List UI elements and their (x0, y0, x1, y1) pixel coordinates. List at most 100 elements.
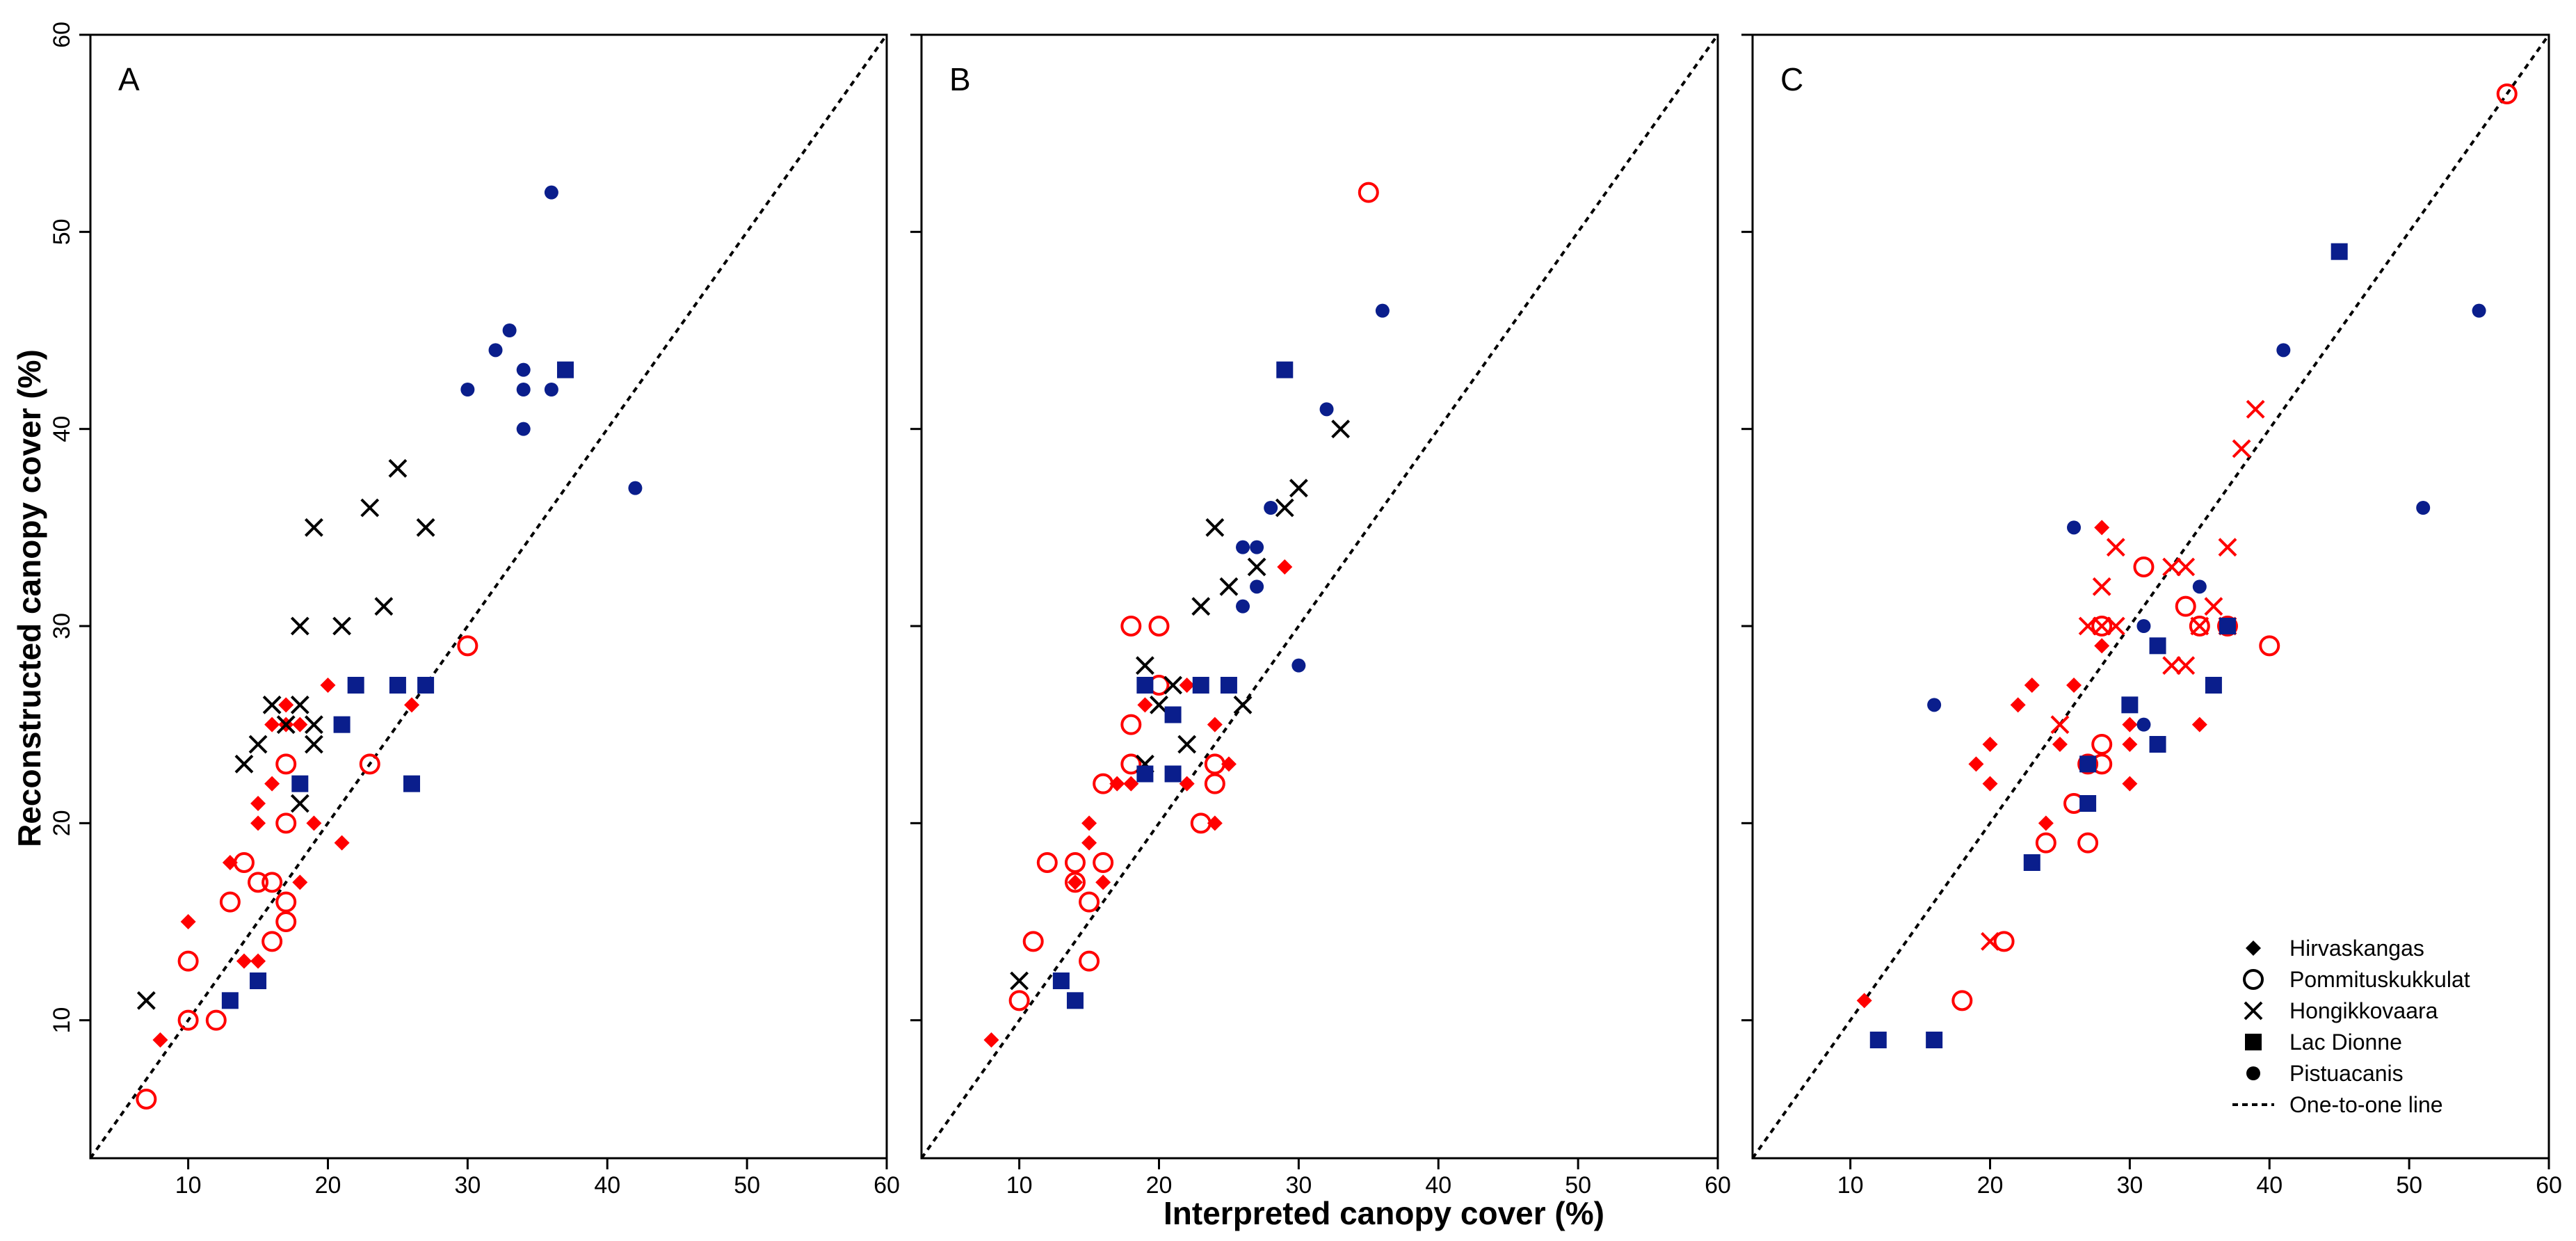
data-point (275, 911, 297, 932)
series-pistuacanis (1927, 303, 2486, 732)
data-point-stroke (1164, 675, 1182, 695)
series-pommituskukkulat (1951, 83, 2518, 1011)
data-point-stroke (1247, 557, 1266, 577)
data-point (248, 735, 268, 754)
data-point (1093, 773, 1114, 794)
data-point (2091, 734, 2113, 755)
data-point (2079, 755, 2097, 773)
data-point (1375, 303, 1390, 318)
data-point (292, 874, 308, 890)
series-pistuacanis (1236, 303, 1390, 673)
plot-frame (1751, 33, 2550, 1160)
data-point (2416, 501, 2431, 515)
data-point (1968, 756, 1984, 772)
x-tick-label: 20 (1146, 1172, 1173, 1199)
data-point (1164, 675, 1182, 695)
data-point (1036, 852, 1058, 873)
data-point (983, 1032, 999, 1048)
data-point (2133, 557, 2155, 577)
panel-label: A (118, 61, 140, 97)
series-lac-dionne (1052, 361, 1294, 1009)
series-lac-dionne (1869, 243, 2348, 1048)
data-point-stroke (290, 794, 309, 813)
panel-a: 10 20 30 40 50 60 10 20 30 40 50 60 A (49, 22, 900, 1199)
data-point (2149, 736, 2166, 753)
data-point (2122, 776, 2138, 792)
data-point (233, 852, 255, 873)
y-tick-label: 20 (49, 810, 75, 836)
legend-item: Hongikkovaara (2244, 998, 2438, 1023)
data-point (516, 362, 531, 377)
data-point (1066, 992, 1084, 1009)
data-point (236, 953, 252, 969)
legend-item: Lac Dionne (2245, 1030, 2402, 1055)
data-point (334, 835, 350, 851)
data-point (1275, 498, 1294, 518)
data-point (1927, 698, 1942, 712)
data-point (234, 754, 254, 774)
data-point (320, 678, 336, 693)
data-point (1993, 931, 2015, 952)
plot-frame (89, 33, 888, 1160)
data-point (1856, 993, 1872, 1009)
data-point (262, 695, 282, 714)
data-point (389, 677, 406, 694)
data-point (1264, 501, 1278, 515)
data-point (1250, 540, 1264, 554)
data-point (2136, 717, 2151, 732)
data-point (2078, 616, 2098, 636)
data-point (2052, 737, 2068, 752)
data-point (2189, 616, 2210, 636)
data-point-stroke (2190, 616, 2209, 636)
data-point (1358, 182, 1379, 203)
data-point (1177, 735, 1197, 754)
data-point (275, 812, 297, 834)
data-point (1331, 419, 1351, 439)
x-tick-label: 10 (1006, 1172, 1033, 1199)
data-point (2472, 303, 2486, 318)
data-point (1926, 1032, 1943, 1048)
data-point-stroke (388, 458, 408, 478)
data-point (2091, 616, 2113, 636)
y-tick-label: 30 (49, 613, 75, 639)
data-point-stroke (1233, 695, 1253, 714)
data-point (2176, 656, 2196, 675)
series-pistuacanis (460, 185, 643, 495)
data-point-stroke (304, 715, 323, 735)
data-point (403, 775, 421, 792)
series-hirvaskangas (1856, 520, 2207, 1009)
x-tick-label: 40 (2256, 1172, 2283, 1199)
legend: Hirvaskangas Pommituskukkulat Hongikkovaar… (2232, 936, 2470, 1117)
data-point (1277, 559, 1293, 575)
data-point (180, 914, 196, 929)
data-point (250, 796, 266, 811)
data-point-stroke (262, 695, 282, 714)
data-point (1123, 776, 1139, 792)
data-point (404, 697, 420, 713)
data-point (1289, 479, 1308, 498)
legend-marker (2246, 1066, 2260, 1080)
data-point (1951, 990, 1973, 1011)
data-point (292, 716, 308, 732)
data-point-stroke (2204, 597, 2223, 616)
data-point (2136, 619, 2151, 633)
data-point (264, 776, 280, 792)
data-point (1233, 695, 1253, 714)
series-hirvaskangas (983, 559, 1293, 1048)
data-point (1148, 616, 1170, 636)
data-point (2094, 638, 2110, 654)
data-point (2079, 795, 2097, 812)
data-point (1220, 677, 1237, 694)
y-tick-label: 60 (49, 22, 75, 48)
data-point (2122, 716, 2138, 732)
data-point (2067, 520, 2082, 535)
data-point-stroke (2092, 616, 2111, 636)
x-tick-label: 50 (1565, 1172, 1591, 1199)
data-point (1010, 971, 1029, 991)
data-point (2077, 832, 2099, 854)
data-point (417, 677, 435, 694)
legend-label: Hongikkovaara (2289, 998, 2438, 1023)
x-tick-label: 10 (1837, 1172, 1864, 1199)
data-point (1179, 776, 1195, 792)
